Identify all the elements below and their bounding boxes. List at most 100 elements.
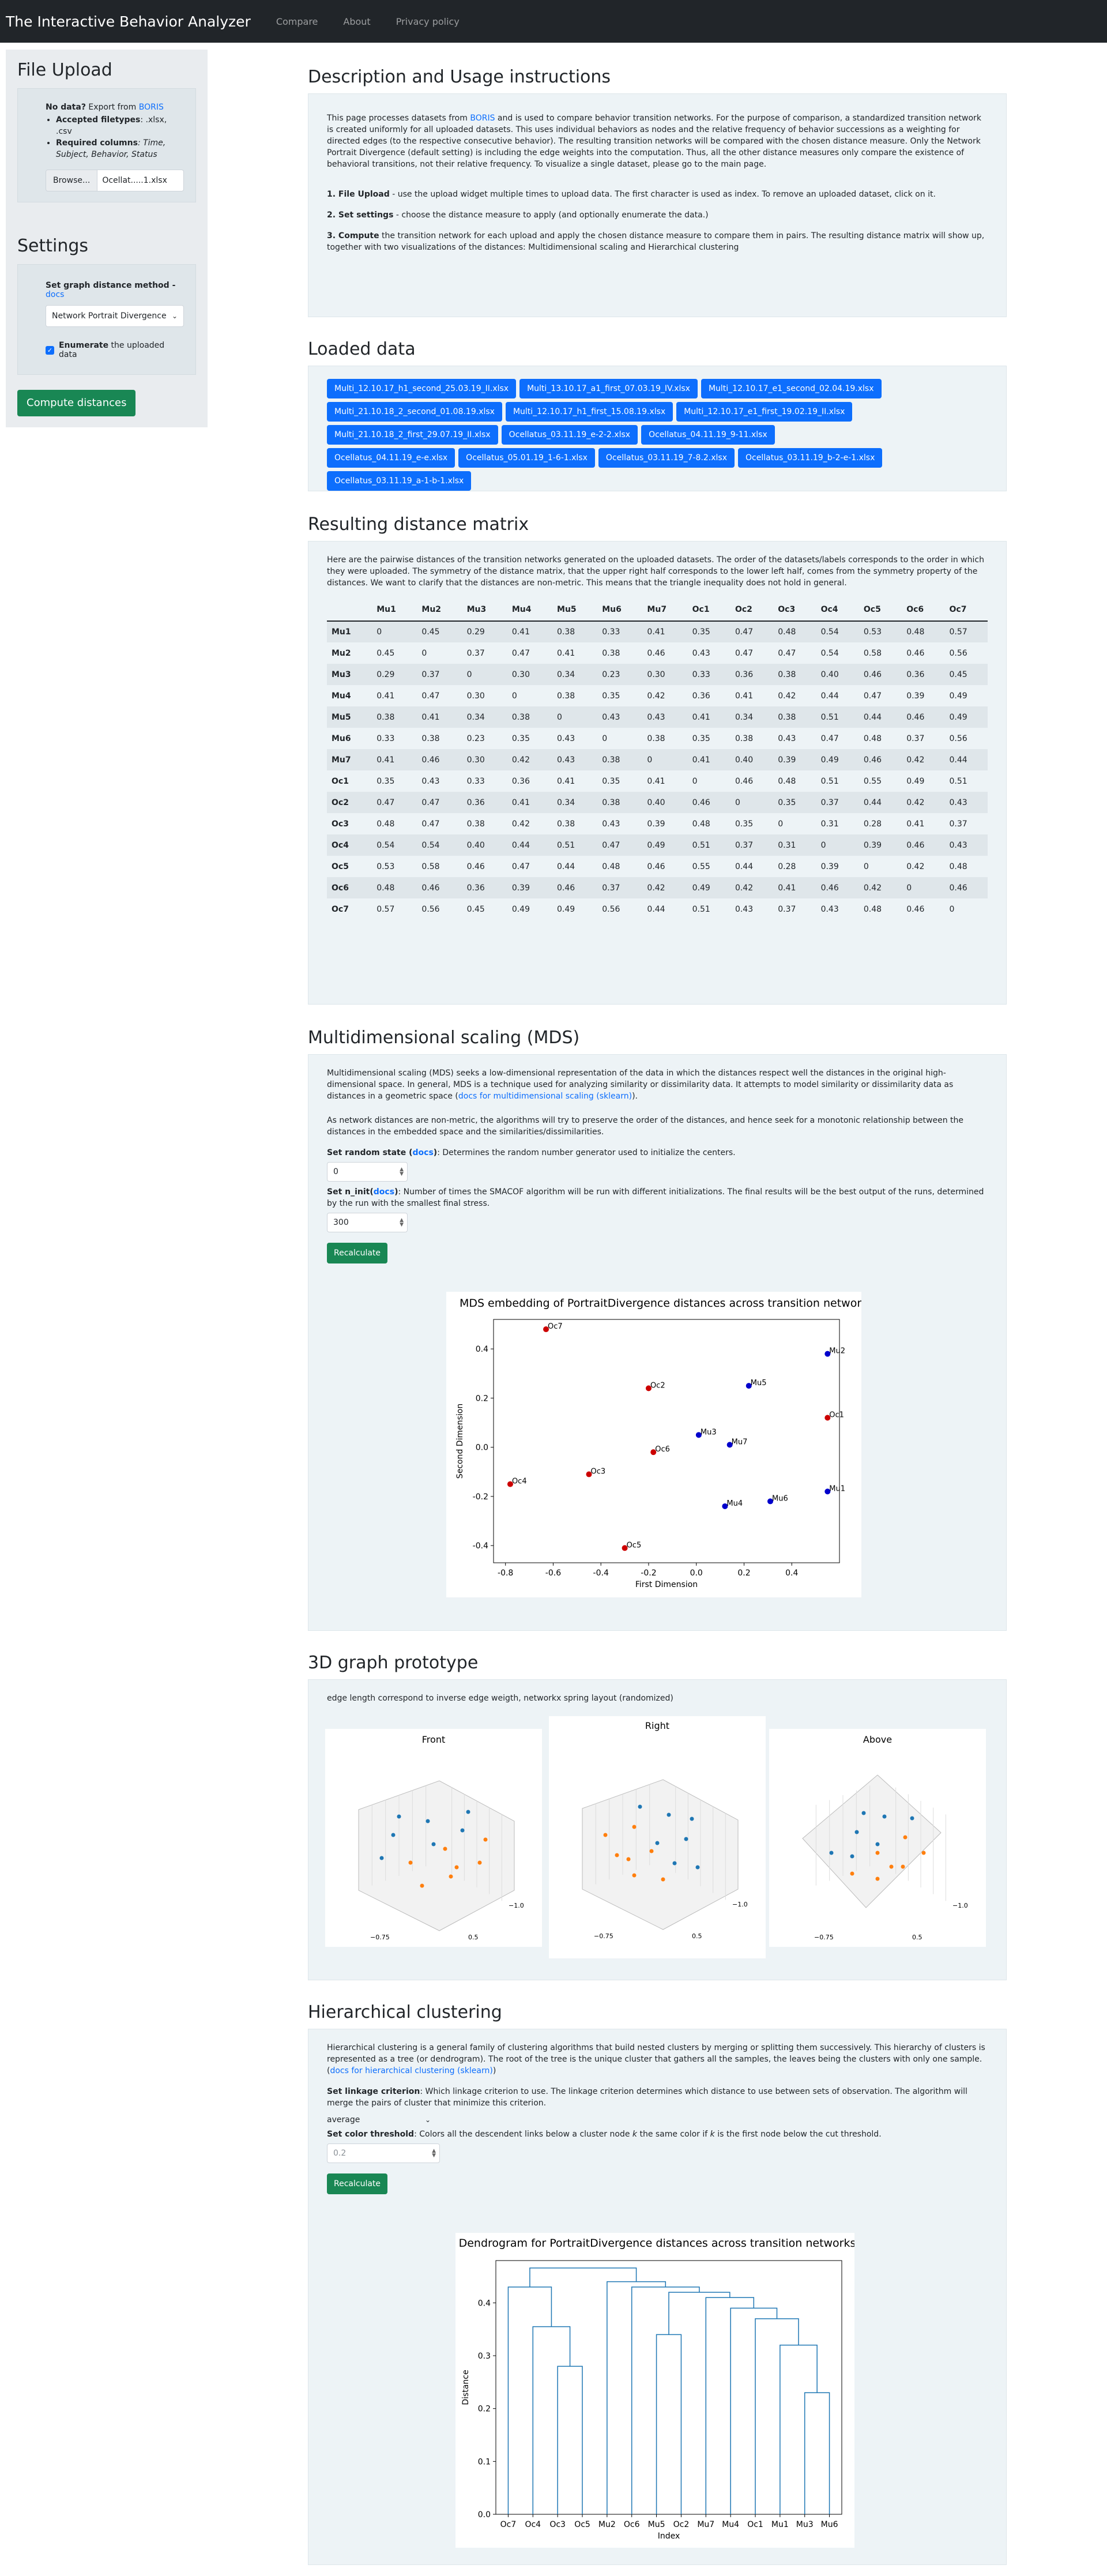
browse-button[interactable]: Browse... (46, 170, 98, 191)
table-cell: 0.38 (557, 819, 575, 829)
table-cell: 0.42 (511, 819, 530, 829)
nav-about-link[interactable]: About (343, 16, 371, 27)
chart-title: Dendrogram for PortraitDivergence distan… (459, 2237, 854, 2250)
table-row: Mu7 0.41 0.46 0.30 0.42 0.43 0.38 0 0.41 0.40 0.39… (327, 749, 988, 770)
mds-docs-link[interactable]: docs for multidimensional scaling (sklea… (458, 1092, 632, 1101)
table-cell: 0.46 (906, 648, 925, 658)
table-cell: 0.39 (863, 840, 882, 850)
table-cell: 0.42 (647, 691, 665, 701)
chevron-down-icon: ⌄ (171, 312, 178, 320)
table-cell: 0.39 (647, 819, 665, 829)
loaded-file-tag[interactable]: Multi_21.10.18_2_first_29.07.19_II.xlsx (327, 425, 498, 445)
table-cell: 0.35 (376, 776, 395, 786)
x-tick-label: 0.0 (690, 1569, 703, 1578)
loaded-file-tag[interactable]: Ocellatus_05.01.19_1-6-1.xlsx (458, 448, 595, 468)
mds-recalculate-button[interactable]: Recalculate (327, 1243, 388, 1263)
spinner-icon[interactable]: ▲ ▼ (432, 2148, 436, 2158)
step-1: 1. File Upload - use the upload widget m… (327, 189, 988, 200)
table-cell: 0.42 (863, 883, 882, 893)
loaded-file-tag[interactable]: Ocellatus_03.11.19_a-1-b-1.xlsx (327, 471, 472, 491)
loaded-file-tag[interactable]: Ocellatus_03.11.19_7-8.2.xlsx (598, 448, 735, 468)
table-cell: 0.38 (511, 712, 530, 722)
table-cell: 0.46 (906, 840, 925, 850)
table-cell: 0.56 (421, 904, 440, 914)
nav-compare-link[interactable]: Compare (276, 16, 318, 27)
table-cell: 0.43 (647, 712, 665, 722)
table-cell: 0.39 (906, 691, 925, 701)
mds-title: Multidimensional scaling (MDS) (308, 1028, 580, 1048)
distance-method-select[interactable]: Network Portrait Divergence ⌄ (46, 305, 184, 327)
row-header: Mu3 (332, 670, 351, 679)
table-cell: 0.43 (602, 819, 620, 829)
column-header: Oc7 (944, 598, 988, 622)
random-state-label: Set random state (docs): Determines the … (327, 1147, 988, 1159)
loaded-file-tag[interactable]: Multi_12.10.17_h1_second_25.03.19_II.xls… (327, 379, 517, 398)
data-point (767, 1498, 773, 1505)
table-cell: 0 (778, 819, 784, 829)
matrix-card: Here are the pairwise distances of the t… (308, 541, 1007, 1005)
table-cell: 0.35 (692, 734, 710, 743)
graph-node (695, 1865, 700, 1870)
loaded-file-tag[interactable]: Ocellatus_04.11.19_e-e.xlsx (327, 448, 455, 468)
column-header: Mu3 (462, 598, 507, 622)
compute-distances-button[interactable]: Compute distances (17, 390, 136, 416)
table-cell: 0.38 (735, 734, 754, 743)
data-point (695, 1432, 702, 1438)
loaded-file-tag[interactable]: Multi_13.10.17_a1_first_07.03.19_IV.xlsx (519, 379, 698, 398)
threshold-k: k (632, 2130, 637, 2139)
table-cell: 0.35 (778, 798, 796, 807)
ni-docs-link[interactable]: docs (373, 1187, 395, 1197)
loaded-file-tag[interactable]: Multi_12.10.17_h1_first_15.08.19.xlsx (505, 402, 673, 422)
axis-tick-label: −0.75 (370, 1934, 390, 1941)
column-header: Oc3 (773, 598, 816, 622)
table-cell: 0.36 (735, 670, 754, 679)
loaded-file-tag[interactable]: Ocellatus_03.11.19_b-2-e-1.xlsx (738, 448, 883, 468)
table-cell: 0.46 (647, 862, 665, 871)
spinner-icon[interactable]: ▲ ▼ (400, 1167, 404, 1177)
rs-docs-link[interactable]: docs (412, 1148, 434, 1157)
leaf-label: Oc7 (500, 2520, 517, 2529)
table-cell: 0.34 (735, 712, 754, 722)
table-cell: 0.40 (820, 670, 839, 679)
enumerate-bold: Enumerate (58, 341, 109, 350)
leaf-label: Oc2 (673, 2520, 690, 2529)
graph-node (449, 1874, 453, 1879)
graph-node (661, 1877, 665, 1882)
step-2-bold: 2. Set settings (327, 210, 394, 220)
dendrogram-link (607, 2281, 667, 2514)
graph3d-above-plot: Above −0.75 0.5 −1.0 (802, 1734, 968, 1941)
y-tick-label: -0.2 (473, 1492, 488, 1502)
point-label: Oc5 (627, 1541, 642, 1550)
linkage-select[interactable]: average ⌄ (327, 2111, 436, 2129)
table-cell: 0.43 (735, 904, 754, 914)
loaded-file-tag[interactable]: Ocellatus_03.11.19_e-2-2.xlsx (501, 425, 638, 445)
table-cell: 0.44 (511, 840, 530, 850)
graph-node (408, 1860, 413, 1865)
dendrogram-link (656, 2334, 682, 2514)
enumerate-rest: the uploaded data (58, 341, 165, 359)
brand-link[interactable]: The Interactive Behavior Analyzer (6, 13, 251, 30)
boris-link[interactable]: BORIS (138, 103, 164, 112)
graph3d-right-view: Right −0.75 0.5 −1.0 (549, 1716, 766, 1958)
hc-docs-link[interactable]: docs for hierarchical clustering (sklear… (330, 2066, 493, 2075)
docs-link[interactable]: docs (46, 290, 65, 299)
table-cell: 0.58 (863, 648, 882, 658)
hc-recalculate-button[interactable]: Recalculate (327, 2173, 388, 2194)
threshold-input[interactable]: 0.2 ▲ ▼ (327, 2143, 440, 2163)
graph-node (426, 1819, 430, 1823)
data-point (543, 1326, 549, 1333)
random-state-input[interactable]: 0 ▲ ▼ (327, 1162, 408, 1182)
enumerate-checkbox[interactable]: ✓ (46, 345, 54, 355)
file-name-field[interactable]: Ocellat.....1.xlsx (97, 170, 184, 191)
n-init-input[interactable]: 300 ▲ ▼ (327, 1213, 408, 1232)
spinner-icon[interactable]: ▲ ▼ (400, 1217, 404, 1228)
hc-paragraph: Hierarchical clustering is a general fam… (327, 2042, 988, 2077)
desc-boris-link[interactable]: BORIS (470, 114, 495, 123)
nav-privacy-link[interactable]: Privacy policy (396, 16, 460, 27)
loaded-file-tag[interactable]: Multi_12.10.17_e1_first_19.02.19_II.xlsx (676, 402, 853, 422)
loaded-file-tag[interactable]: Ocellatus_04.11.19_9-11.xlsx (641, 425, 775, 445)
loaded-file-tag[interactable]: Multi_12.10.17_e1_second_02.04.19.xlsx (701, 379, 882, 398)
file-upload-control: Browse... Ocellat.....1.xlsx (46, 170, 185, 191)
loaded-file-tag[interactable]: Multi_21.10.18_2_second_01.08.19.xlsx (327, 402, 502, 422)
table-cell: 0.46 (692, 798, 710, 807)
